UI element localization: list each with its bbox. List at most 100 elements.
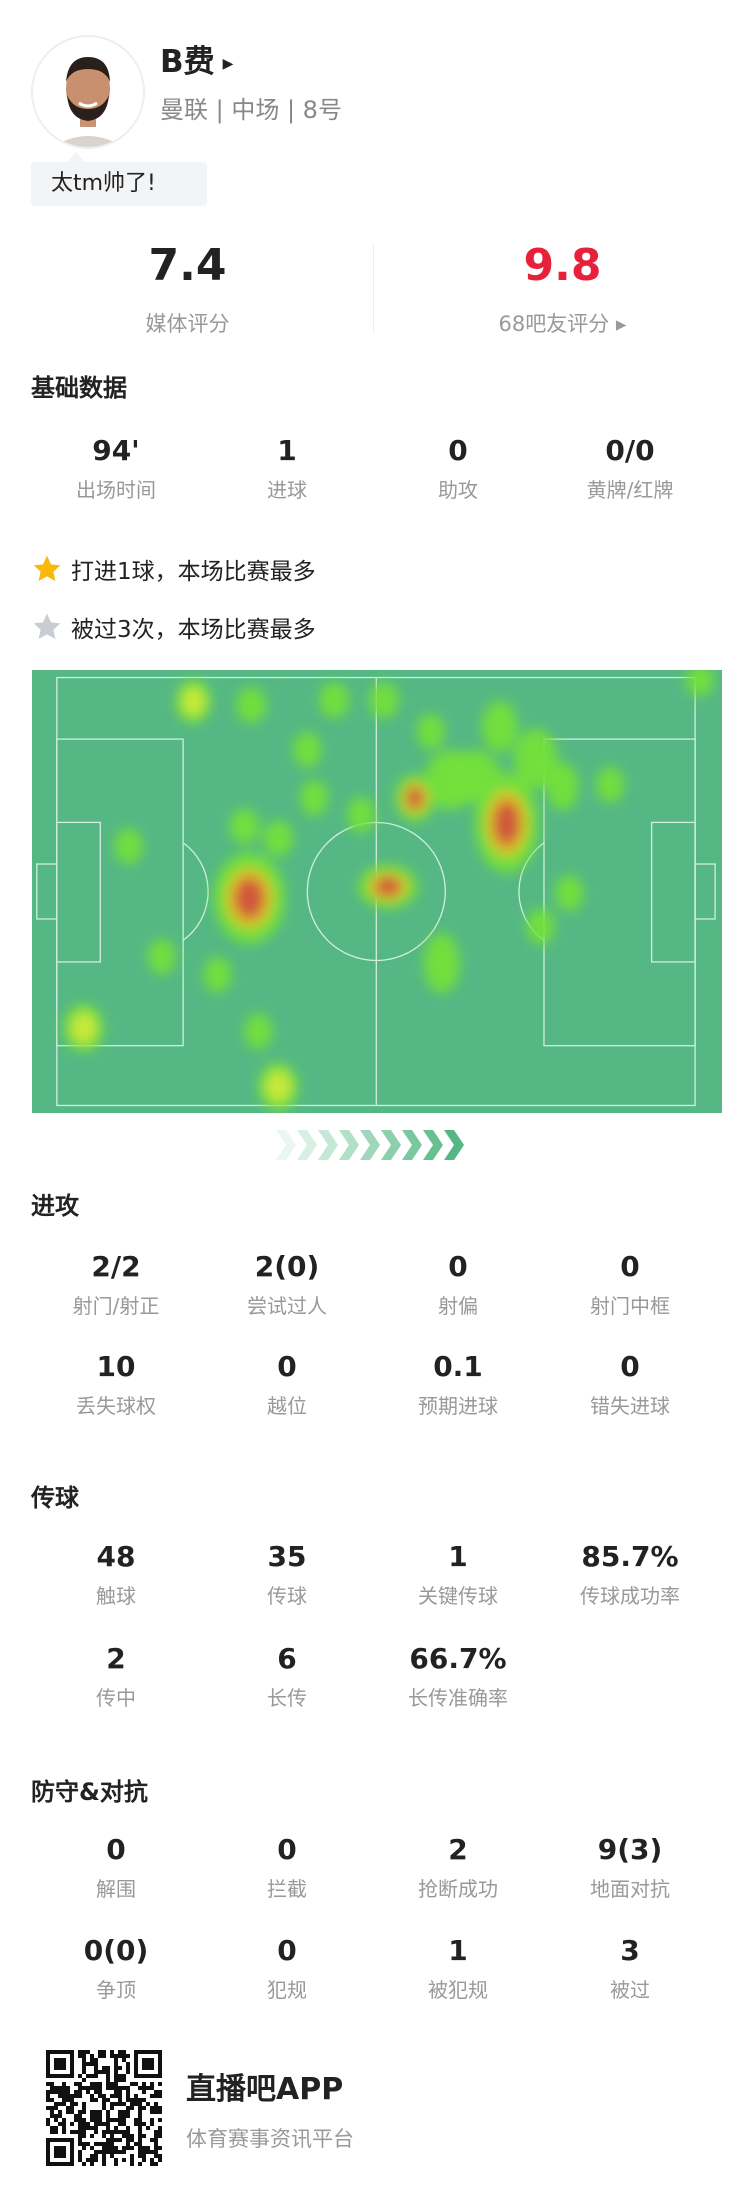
highlight-item: 打进1球，本场比赛最多 [31,552,316,586]
stat-label: 丢失球权 [76,1394,156,1418]
pitch-line [56,738,184,1047]
stat-label: 出场时间 [76,478,156,502]
stat-value: 2 [448,1833,468,1866]
stat-label: 犯规 [267,1978,307,2002]
heat-blob [513,728,558,789]
stat-value: 2(0) [254,1250,320,1283]
stat-label: 助攻 [438,478,478,502]
stat-label: 传球 [267,1584,307,1608]
chevron-right-icon [444,1130,464,1160]
stat-label: 解围 [96,1877,136,1901]
stat-value: 2/2 [91,1250,141,1283]
media-rating-label: 媒体评分 [145,312,230,336]
heat-blob [596,766,625,803]
stat-value: 0 [620,1250,640,1283]
comment-bubble: 太tm帅了! [31,152,207,206]
heat-blob-core [181,687,206,716]
stat-label: 预期进球 [418,1394,498,1418]
heat-blob [293,731,322,768]
chevron-right-icon [318,1130,338,1160]
stat-label: 尝试过人 [247,1294,327,1318]
section-title-basic: 基础数据 [31,374,127,402]
chevron-right-icon [360,1130,380,1160]
player-photo [33,37,143,147]
stat-value: 35 [267,1540,307,1573]
heat-blob [526,908,555,945]
stat-label: 进球 [267,478,307,502]
stat-label: 长传准确率 [408,1686,508,1710]
app-name: 直播吧APP [186,2072,344,2107]
heat-blob [114,828,143,865]
heat-blob-hot [406,787,424,809]
player-name: B费 [160,44,215,80]
heat-blob [244,1013,273,1050]
heat-blob [229,808,260,845]
stat-value: 2 [106,1642,126,1675]
pitch-line [694,863,716,920]
stat-label: 射门/射正 [72,1294,160,1318]
qr-code-icon[interactable] [46,2050,162,2166]
player-name-link[interactable]: B费 ▶ [160,36,233,81]
heat-blob-core [70,1012,97,1044]
stat-label: 越位 [267,1394,307,1418]
heatmap [32,664,722,1113]
stat-value: 1 [448,1934,468,1967]
pitch-line [56,821,101,963]
stat-label: 关键传球 [418,1584,498,1608]
stat-value: 0 [620,1350,640,1383]
stat-value: 9(3) [597,1833,663,1866]
heat-blob-hot [493,800,521,846]
heat-blob [347,796,376,833]
stat-value: 0 [277,1934,297,1967]
heat-blob-hot [234,877,265,919]
stat-label: 射门中框 [590,1294,670,1318]
heat-blob [685,664,714,697]
pitch-line [182,842,209,941]
stat-value: 3 [620,1934,640,1967]
fan-rating-link[interactable]: 68吧友评分 ▸ [498,312,627,336]
stat-value: 0.1 [433,1350,483,1383]
stat-label: 射偏 [438,1294,478,1318]
heat-blob [416,713,445,750]
chevron-right-icon [276,1130,296,1160]
stat-value: 6 [277,1642,297,1675]
highlight-item: 被过3次，本场比赛最多 [31,610,316,644]
attack-direction-arrows [276,1130,464,1160]
heat-blob [546,762,579,811]
app-tagline: 体育赛事资讯平台 [186,2127,354,2151]
player-subtitle: 曼联 | 中场 | 8号 [160,96,342,124]
stat-label: 长传 [267,1686,307,1710]
heat-blob [236,686,267,723]
stat-value: 0 [106,1833,126,1866]
stat-value: 94' [92,434,140,467]
chevron-right-icon [423,1130,443,1160]
heat-blob-core [265,1070,292,1103]
section-title-attack: 进攻 [31,1192,79,1220]
stat-value: 0 [277,1350,297,1383]
heat-blob [368,682,399,719]
highlight-text: 被过3次，本场比赛最多 [71,617,316,643]
stat-label: 黄牌/红牌 [586,478,674,502]
pitch-line [36,863,58,920]
media-rating-value: 7.4 [148,240,227,291]
gold-star-icon [33,555,61,582]
silver-star-icon [33,613,61,640]
pitch-line [306,821,446,962]
stat-value: 0 [448,434,468,467]
triangle-right-icon: ▶ [222,55,234,72]
stat-label: 被犯规 [428,1978,488,2002]
heat-blob [300,780,329,817]
heat-blob [319,682,350,719]
divider [373,244,374,334]
stat-label: 被过 [610,1978,650,2002]
stat-value: 0/0 [605,434,655,467]
heat-blob [481,700,518,753]
avatar[interactable] [31,35,145,149]
stat-label: 触球 [96,1584,136,1608]
chevron-right-icon [339,1130,359,1160]
fan-rating-value: 9.8 [523,240,602,291]
heat-blob [263,820,294,857]
stat-value: 1 [448,1540,468,1573]
stat-value: 0 [448,1250,468,1283]
heat-blob [147,938,176,975]
